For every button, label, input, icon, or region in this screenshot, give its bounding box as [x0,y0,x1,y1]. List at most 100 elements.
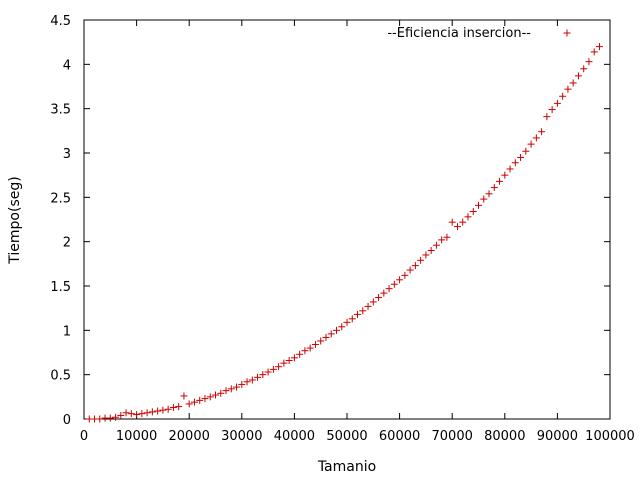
data-point [574,72,582,80]
data-point [180,392,188,400]
x-tick-label: 40000 [274,429,315,444]
data-point [369,298,377,306]
data-point [590,48,598,56]
data-point [453,223,461,231]
data-point [311,341,319,349]
data-point [301,347,309,355]
data-point [264,368,272,376]
data-point [122,409,130,417]
legend: --Eficiencia insercion-- [387,26,571,41]
data-point [359,307,367,315]
data-point [254,373,262,381]
data-point [511,159,519,167]
legend-marker [563,29,571,37]
data-point [275,363,283,371]
data-point [327,330,335,338]
legend-label: --Eficiencia insercion-- [387,26,531,41]
data-point [390,280,398,288]
data-point [475,201,482,209]
data-point [469,208,477,216]
plot-frame [83,19,611,420]
ticks [83,19,611,420]
data-point [280,359,288,367]
data-point [243,378,251,386]
data-point [96,415,104,423]
data-point [569,79,577,87]
y-tick-label: 0.5 [50,369,71,384]
data-point [332,326,340,334]
data-point [427,247,435,255]
y-axis-title: Tiempo(seg) [7,176,23,264]
data-point [464,213,472,221]
data-point [548,106,556,114]
data-point [396,276,404,284]
data-point [159,406,167,414]
data-point [385,285,393,293]
data-point [185,400,193,408]
y-tick-label: 0 [63,413,71,428]
x-tick-label: 60000 [379,429,420,444]
data-point [438,236,446,244]
legend-marker-symbol [563,29,571,37]
data-point [322,333,330,341]
data-point [490,184,498,192]
x-tick-label: 90000 [537,429,578,444]
data-point [527,140,535,148]
y-tick-label: 3.5 [50,103,71,118]
data-point [443,233,451,241]
x-tick-label: 10000 [116,429,157,444]
data-point [169,403,177,411]
x-tick-label: 80000 [484,429,525,444]
data-points [85,43,603,423]
data-point [196,396,204,404]
data-point [375,294,383,302]
data-point [532,134,540,142]
data-point [448,218,456,226]
y-tick-label: 3 [63,147,71,162]
data-point [127,410,135,418]
data-point [406,266,414,274]
data-point [459,218,467,226]
y-tick-label: 2.5 [50,191,71,206]
y-tick-label: 4.5 [50,14,71,29]
x-axis-title: Tamanio [317,459,376,475]
data-point [422,251,430,259]
tick-labels: 0 10000 20000 30000 40000 50000 60000 70000 8000… [50,14,635,444]
x-tick-label: 0 [80,429,88,444]
data-point [485,190,493,198]
data-point [227,385,235,393]
data-point [154,407,162,415]
x-tick-label: 20000 [169,429,210,444]
data-point [217,389,225,397]
data-point [164,405,172,413]
data-point [212,391,219,399]
data-point [401,271,409,279]
data-point [143,409,151,417]
data-point [201,395,209,403]
x-tick-label: 70000 [432,429,473,444]
data-point [432,241,440,249]
data-point [580,65,588,73]
data-point [285,356,293,364]
data-point [248,376,256,384]
y-tick-label: 1 [63,324,71,339]
data-point [585,58,593,66]
data-point [595,43,603,51]
data-point [233,383,241,391]
data-point [269,365,277,373]
x-tick-label: 100000 [585,429,635,444]
y-tick-label: 4 [63,58,71,73]
data-point [364,302,372,310]
data-point [175,403,183,411]
data-point [543,113,551,121]
data-point [317,337,325,345]
data-point [480,195,488,203]
data-point [380,289,388,297]
y-tick-label: 1.5 [50,280,71,295]
data-point [238,380,246,388]
data-point [348,315,356,323]
data-point [296,350,304,358]
x-tick-label: 30000 [221,429,262,444]
data-point [190,398,198,406]
